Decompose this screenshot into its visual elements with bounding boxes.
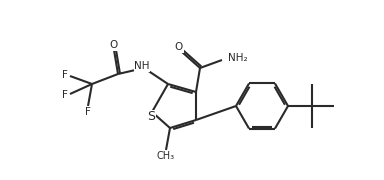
Text: NH: NH xyxy=(134,61,150,71)
Text: F: F xyxy=(62,70,68,80)
Text: O: O xyxy=(109,40,117,50)
Text: S: S xyxy=(147,111,155,123)
Text: NH₂: NH₂ xyxy=(228,53,248,63)
Text: CH₃: CH₃ xyxy=(157,151,175,161)
Text: F: F xyxy=(85,107,91,117)
Text: O: O xyxy=(175,42,183,52)
Text: F: F xyxy=(62,90,68,100)
